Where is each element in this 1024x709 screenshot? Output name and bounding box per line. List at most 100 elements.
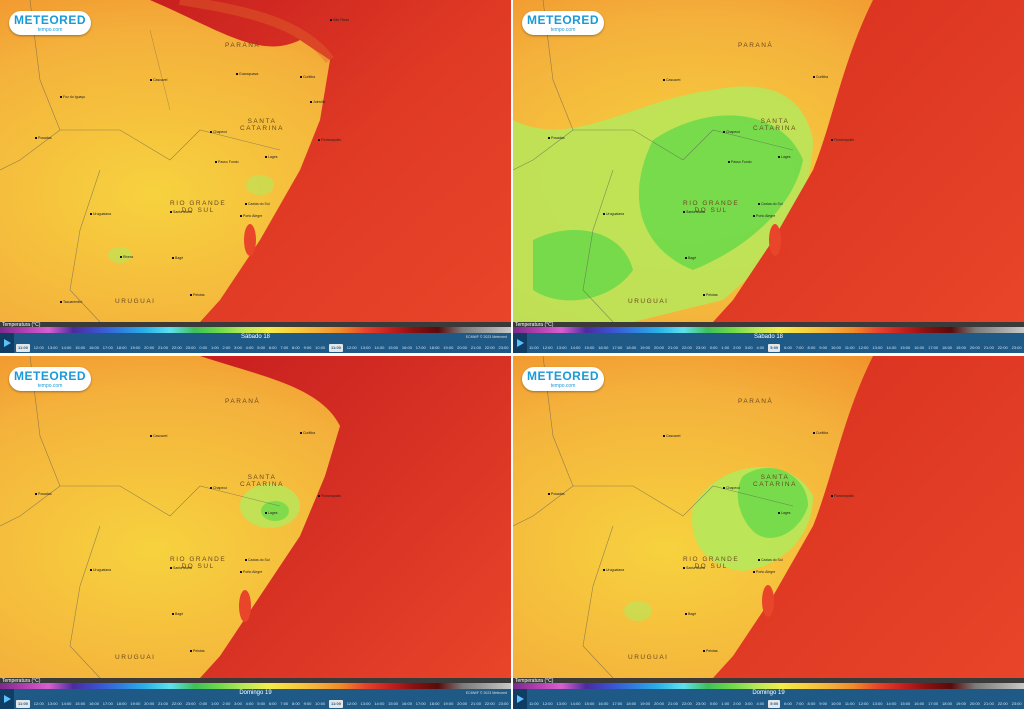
hour-tick[interactable]: 23:00 bbox=[185, 701, 196, 706]
hour-tick[interactable]: 11:00 bbox=[529, 701, 539, 706]
play-button[interactable] bbox=[0, 333, 14, 353]
hour-tick[interactable]: 18:00 bbox=[116, 701, 127, 706]
hour-tick[interactable]: 22:00 bbox=[997, 701, 1008, 706]
timeline-bar[interactable]: Sábado 18 11:00 12:00 13:00 14:00 15:00 16:00… bbox=[513, 333, 1024, 353]
hour-tick[interactable]: 23:00 bbox=[695, 701, 706, 706]
hour-tick[interactable]: 6:00 bbox=[784, 701, 792, 706]
hour-tick[interactable]: 20:00 bbox=[144, 345, 155, 350]
hour-tick[interactable]: 14:00 bbox=[570, 345, 581, 350]
temperature-map[interactable]: PARANÁ SANTA CATARINA RIO GRANDE DO SUL UR… bbox=[513, 356, 1024, 678]
hour-tick[interactable]: 13:00 bbox=[556, 345, 567, 350]
hour-tick[interactable]: 22:00 bbox=[171, 345, 182, 350]
hour-tick[interactable]: 4:00 bbox=[245, 701, 254, 706]
hour-tick[interactable]: 18:00 bbox=[116, 345, 127, 350]
timeline-bar[interactable]: Sábado 18 ECMWF © 2023 Meteored 11:00 12:… bbox=[0, 333, 511, 353]
hour-tick[interactable]: 1:00 bbox=[721, 701, 730, 706]
hour-ticks[interactable]: 11:00 12:00 13:00 14:00 15:00 16:00 17:00 18:00… bbox=[529, 700, 1022, 708]
hour-tick[interactable]: 21:00 bbox=[983, 701, 994, 706]
hour-ticks[interactable]: 11:00 12:00 13:00 14:00 15:00 16:00 17:00 18:00… bbox=[16, 700, 509, 708]
hour-tick[interactable]: 23:00 bbox=[498, 701, 509, 706]
hour-tick[interactable]: 19:00 bbox=[955, 345, 966, 350]
hour-tick[interactable]: 5:00 bbox=[257, 701, 266, 706]
hour-tick[interactable]: 10:00 bbox=[315, 701, 326, 706]
hour-tick[interactable]: 19:00 bbox=[443, 345, 454, 350]
hour-tick[interactable]: 8:00 bbox=[807, 701, 816, 706]
hour-tick[interactable]: 6:00 bbox=[784, 345, 792, 350]
hour-tick[interactable]: 19:00 bbox=[640, 345, 651, 350]
hour-tick[interactable]: 1:00 bbox=[210, 701, 219, 706]
hour-tick[interactable]: 9:00 bbox=[303, 345, 312, 350]
hour-tick[interactable]: 21:00 bbox=[667, 701, 678, 706]
hour-tick[interactable]: 22:00 bbox=[681, 701, 692, 706]
hour-tick[interactable]: 12:00 bbox=[858, 701, 869, 706]
hour-tick[interactable]: 7:00 bbox=[795, 701, 804, 706]
hour-tick[interactable]: 6:00 bbox=[268, 701, 277, 706]
hour-tick[interactable]: 20:00 bbox=[457, 701, 468, 706]
hour-tick[interactable]: 9:00 bbox=[819, 345, 828, 350]
hour-tick[interactable]: 20:00 bbox=[654, 701, 665, 706]
hour-tick[interactable]: 16:00 bbox=[401, 701, 412, 706]
hour-tick[interactable]: 5:00 bbox=[768, 344, 781, 352]
hour-tick[interactable]: 7:00 bbox=[280, 701, 289, 706]
hour-tick[interactable]: 8:00 bbox=[291, 345, 300, 350]
hour-tick[interactable]: 20:00 bbox=[144, 701, 155, 706]
hour-tick[interactable]: 3:00 bbox=[744, 345, 753, 350]
hour-tick[interactable]: 13:00 bbox=[556, 701, 567, 706]
hour-tick[interactable]: 8:00 bbox=[291, 701, 300, 706]
hour-tick[interactable]: 20:00 bbox=[969, 701, 980, 706]
temperature-map[interactable]: PARANÁ SANTA CATARINA RIO GRANDE DO SUL UR… bbox=[0, 356, 511, 678]
hour-tick[interactable]: 13:00 bbox=[360, 701, 371, 706]
hour-tick[interactable]: 13:00 bbox=[47, 701, 58, 706]
temperature-map[interactable]: PARANÁ SANTA CATARINA RIO GRANDE DO SUL UR… bbox=[0, 0, 511, 322]
hour-tick[interactable]: 17:00 bbox=[415, 701, 426, 706]
hour-tick[interactable]: 12:00 bbox=[33, 345, 44, 350]
hour-tick[interactable]: 23:00 bbox=[1011, 345, 1022, 350]
hour-tick[interactable]: 22:00 bbox=[484, 701, 495, 706]
hour-tick[interactable]: 23:00 bbox=[185, 345, 196, 350]
hour-tick[interactable]: 0:00 bbox=[199, 345, 208, 350]
hour-tick[interactable]: 15:00 bbox=[75, 701, 86, 706]
hour-tick[interactable]: 19:00 bbox=[130, 701, 141, 706]
hour-tick[interactable]: 22:00 bbox=[484, 345, 495, 350]
hour-tick[interactable]: 11:00 bbox=[844, 345, 855, 350]
hour-tick[interactable]: 17:00 bbox=[102, 701, 113, 706]
hour-tick[interactable]: 1:00 bbox=[210, 345, 219, 350]
hour-tick[interactable]: 21:00 bbox=[983, 345, 994, 350]
meteored-logo[interactable]: METEORED tempo.com bbox=[522, 11, 604, 35]
hour-tick[interactable]: 4:00 bbox=[756, 701, 765, 706]
hour-tick[interactable]: 14:00 bbox=[570, 701, 581, 706]
hour-tick[interactable]: 11:00 bbox=[16, 344, 31, 352]
hour-tick[interactable]: 14:00 bbox=[886, 345, 897, 350]
hour-tick[interactable]: 19:00 bbox=[955, 701, 966, 706]
hour-tick[interactable]: 12:00 bbox=[33, 701, 44, 706]
hour-tick[interactable]: 15:00 bbox=[584, 701, 595, 706]
hour-tick[interactable]: 22:00 bbox=[997, 345, 1008, 350]
hour-tick[interactable]: 18:00 bbox=[626, 701, 637, 706]
hour-tick[interactable]: 19:00 bbox=[130, 345, 141, 350]
hour-tick[interactable]: 22:00 bbox=[681, 345, 692, 350]
hour-tick[interactable]: 12:00 bbox=[346, 345, 357, 350]
hour-tick[interactable]: 0:00 bbox=[709, 345, 718, 350]
hour-tick[interactable]: 17:00 bbox=[415, 345, 426, 350]
hour-tick[interactable]: 14:00 bbox=[886, 701, 897, 706]
hour-tick[interactable]: 13:00 bbox=[872, 345, 883, 350]
hour-tick[interactable]: 21:00 bbox=[157, 345, 168, 350]
hour-tick[interactable]: 2:00 bbox=[733, 345, 741, 350]
hour-tick[interactable]: 11:00 bbox=[16, 700, 31, 708]
hour-tick[interactable]: 12:00 bbox=[542, 345, 553, 350]
hour-tick[interactable]: 16:00 bbox=[88, 345, 99, 350]
hour-tick[interactable]: 16:00 bbox=[914, 701, 925, 706]
hour-tick[interactable]: 5:00 bbox=[257, 345, 266, 350]
hour-tick[interactable]: 15:00 bbox=[388, 345, 399, 350]
hour-tick[interactable]: 18:00 bbox=[429, 701, 440, 706]
hour-tick[interactable]: 15:00 bbox=[388, 701, 399, 706]
meteored-logo[interactable]: METEORED tempo.com bbox=[522, 367, 604, 391]
hour-tick[interactable]: 12:00 bbox=[346, 701, 357, 706]
timeline-bar[interactable]: Domingo 19 11:00 12:00 13:00 14:00 15:00 16:0… bbox=[513, 689, 1024, 709]
hour-tick[interactable]: 11:00 bbox=[844, 701, 855, 706]
hour-tick[interactable]: 9:00 bbox=[819, 701, 828, 706]
hour-tick[interactable]: 10:00 bbox=[830, 345, 841, 350]
hour-tick[interactable]: 17:00 bbox=[612, 345, 623, 350]
hour-tick[interactable]: 11:00 bbox=[328, 344, 343, 352]
hour-tick[interactable]: 22:00 bbox=[171, 701, 182, 706]
